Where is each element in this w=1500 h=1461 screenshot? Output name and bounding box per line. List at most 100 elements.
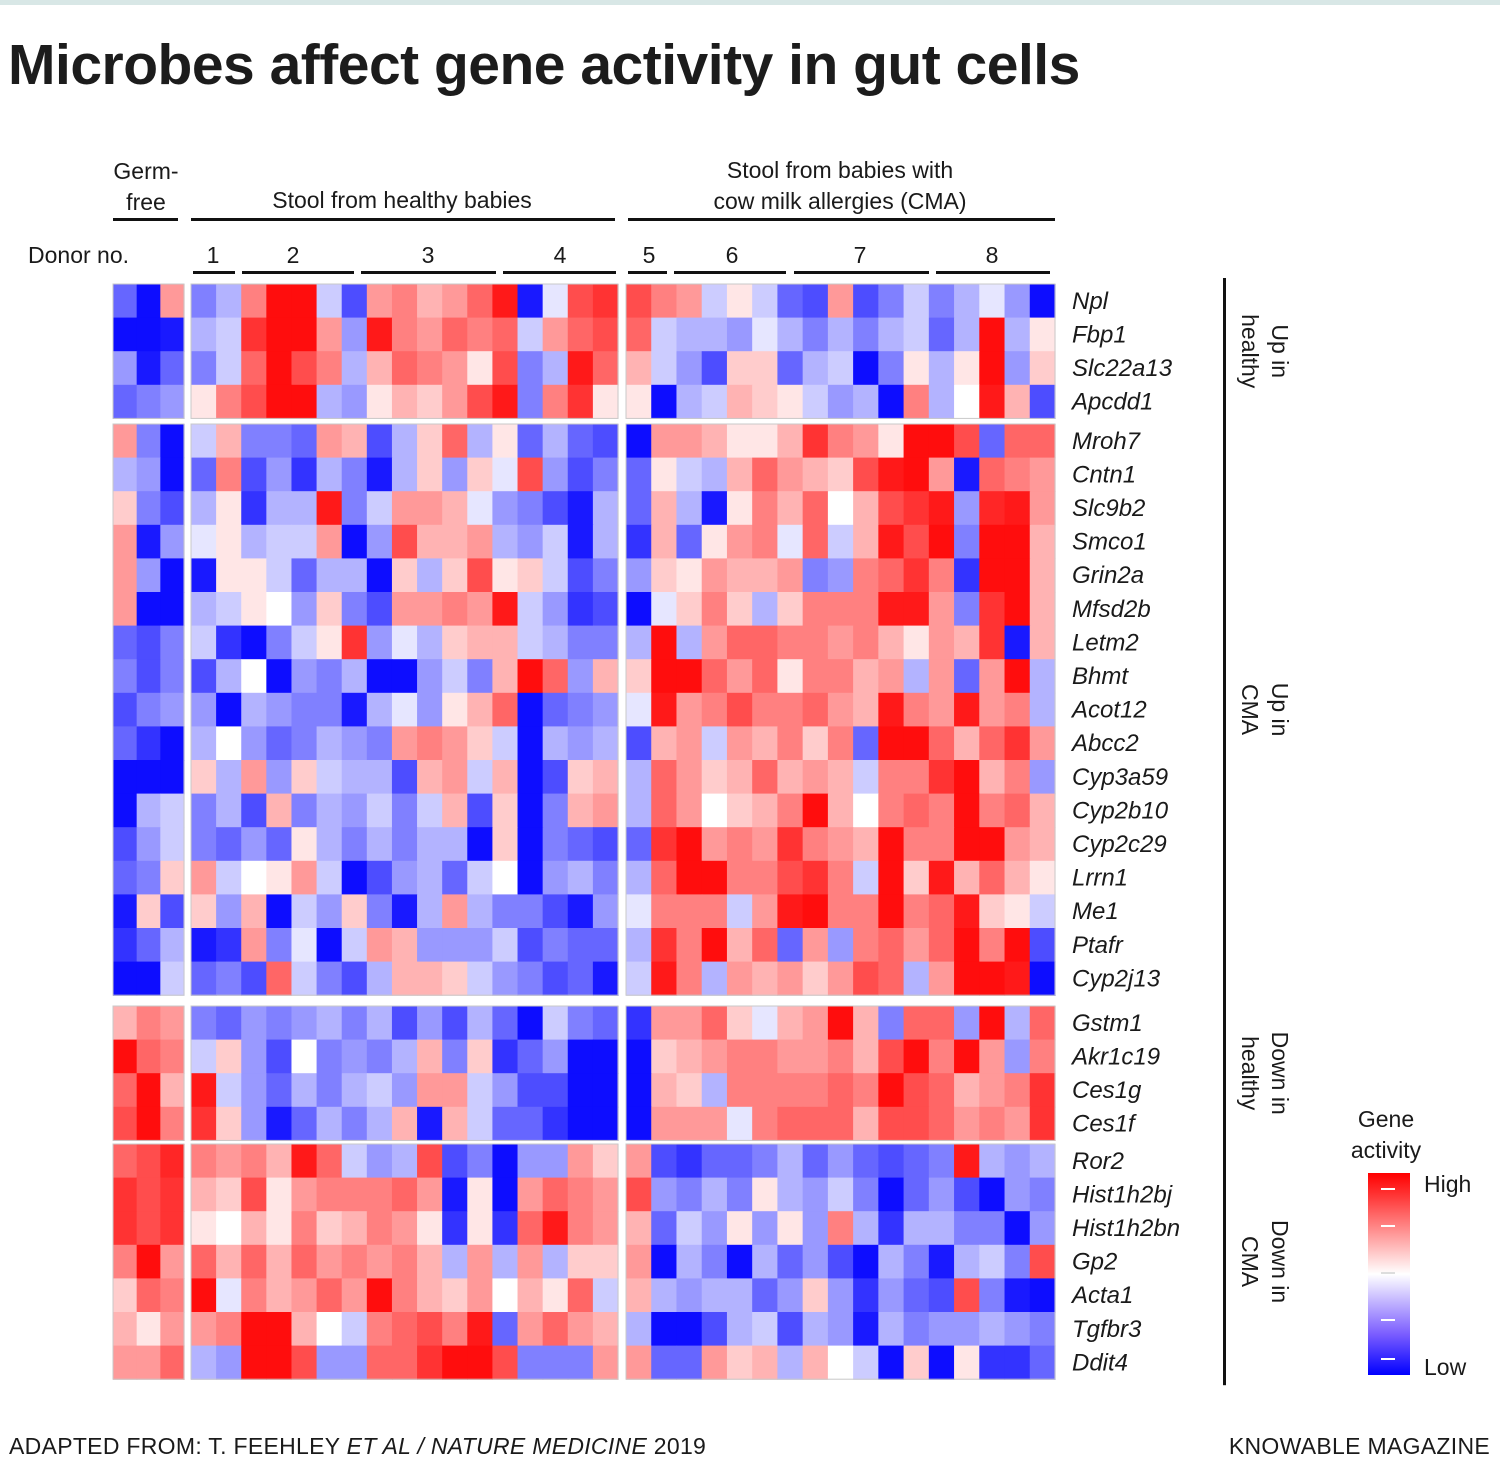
- heatmap-cell: [160, 351, 185, 386]
- heatmap-cell: [316, 760, 343, 795]
- heatmap-cell: [903, 1006, 930, 1041]
- heatmap-cell: [979, 1177, 1006, 1212]
- heatmap-cell: [651, 351, 678, 386]
- heatmap-cell: [241, 692, 267, 727]
- heatmap-cell: [442, 827, 468, 862]
- heatmap-cell: [517, 1244, 544, 1279]
- heatmap-cell: [726, 351, 753, 386]
- heatmap-cell: [517, 928, 544, 963]
- heatmap-cell: [191, 284, 217, 319]
- heatmap-cell: [802, 1278, 829, 1313]
- heatmap-cell: [903, 558, 930, 593]
- heatmap-cell: [878, 827, 905, 862]
- heatmap-cell: [1004, 1345, 1031, 1380]
- heatmap-cell: [517, 726, 544, 761]
- heatmap-cell: [802, 424, 829, 459]
- heatmap-cell: [777, 284, 804, 319]
- heatmap-cell: [291, 592, 318, 627]
- heatmap-cell: [291, 1312, 318, 1347]
- header-germ-free-bar: [113, 218, 178, 221]
- heatmap-cell: [542, 457, 569, 492]
- heatmap-cell: [701, 1211, 728, 1246]
- heatmap-cell: [542, 1244, 569, 1279]
- heatmap-cell: [341, 692, 368, 727]
- heatmap-cell: [417, 1073, 443, 1108]
- heatmap-cell: [366, 625, 393, 660]
- heatmap-cell: [391, 592, 418, 627]
- heatmap-cell: [701, 827, 728, 862]
- heatmap-cell: [752, 961, 779, 996]
- heatmap-cell: [316, 961, 343, 996]
- heatmap-cell: [113, 524, 138, 559]
- heatmap-cell: [651, 1144, 678, 1179]
- heatmap-cell: [191, 860, 217, 895]
- heatmap-cell: [777, 860, 804, 895]
- heatmap-cell: [191, 524, 217, 559]
- heatmap-cell: [517, 625, 544, 660]
- heatmap-cell: [136, 659, 161, 694]
- heatmap-cell: [1004, 726, 1031, 761]
- heatmap-cell: [726, 284, 753, 319]
- heatmap-cell: [216, 1244, 242, 1279]
- heatmap-cell: [592, 1073, 619, 1108]
- heatmap-cell: [827, 317, 854, 352]
- heatmap-cell: [979, 928, 1006, 963]
- heatmap-cell: [241, 558, 267, 593]
- heatmap-cell: [903, 424, 930, 459]
- heatmap-cell: [291, 692, 318, 727]
- heatmap-cell: [701, 317, 728, 352]
- heatmap-cell: [160, 692, 185, 727]
- heatmap-cell: [903, 1106, 930, 1141]
- heatmap-cell: [492, 592, 519, 627]
- heatmap-cell: [676, 961, 703, 996]
- heatmap-cell: [417, 1312, 443, 1347]
- heatmap-cell: [626, 894, 652, 929]
- heatmap-cell: [216, 726, 242, 761]
- heatmap-cell: [928, 1073, 955, 1108]
- heatmap-cell: [366, 351, 393, 386]
- heatmap-cell: [160, 1244, 185, 1279]
- heatmap-cell: [777, 317, 804, 352]
- heatmap-cell: [160, 558, 185, 593]
- heatmap-cell: [1029, 1211, 1056, 1246]
- heatmap-cell: [954, 1006, 980, 1041]
- heatmap-cell: [241, 928, 267, 963]
- heatmap-cell: [216, 284, 242, 319]
- heatmap-cell: [878, 592, 905, 627]
- heatmap-cell: [291, 726, 318, 761]
- heatmap-cell: [442, 1039, 468, 1074]
- heatmap-cell: [191, 659, 217, 694]
- heatmap-cell: [316, 793, 343, 828]
- heatmap-cell: [241, 317, 267, 352]
- heatmap-cell: [752, 1039, 779, 1074]
- heatmap-cell: [878, 860, 905, 895]
- heatmap-cell: [241, 592, 267, 627]
- heatmap-cell: [1004, 860, 1031, 895]
- gene-label: Ror2: [1072, 1148, 1124, 1175]
- heatmap-cell: [802, 1244, 829, 1279]
- heatmap-cell: [651, 491, 678, 526]
- heatmap-cell: [954, 692, 980, 727]
- heatmap-cell: [592, 659, 619, 694]
- gene-label: Apcdd1: [1070, 389, 1153, 416]
- gene-label: Hist1h2bn: [1072, 1215, 1180, 1242]
- heatmap-cell: [827, 1177, 854, 1212]
- heatmap-cell: [928, 284, 955, 319]
- heatmap-cell: [492, 827, 519, 862]
- heatmap-cell: [726, 558, 753, 593]
- heatmap-cell: [136, 558, 161, 593]
- legend-gradient: [1368, 1173, 1410, 1375]
- heatmap-cell: [316, 1278, 343, 1313]
- heatmap-cell: [542, 894, 569, 929]
- heatmap-cell: [928, 1345, 955, 1380]
- heatmap-cell: [1029, 1312, 1056, 1347]
- header-cma: Stool from babies with cow milk allergie…: [713, 155, 966, 217]
- heatmap-cell: [492, 317, 519, 352]
- heatmap-cell: [827, 659, 854, 694]
- heatmap-cell: [467, 793, 494, 828]
- heatmap-cell: [517, 692, 544, 727]
- heatmap-cell: [676, 351, 703, 386]
- heatmap-cell: [726, 384, 753, 419]
- heatmap-cell: [266, 1039, 293, 1074]
